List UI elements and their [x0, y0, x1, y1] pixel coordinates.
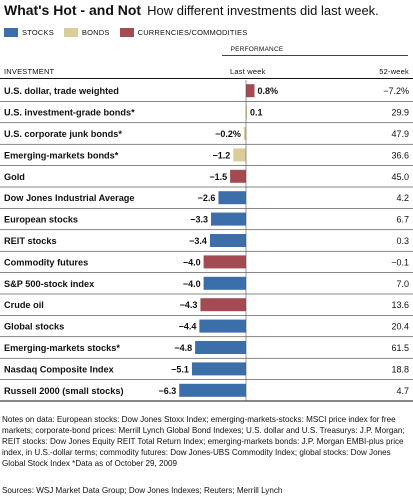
chart-title: What's Hot - and Not	[4, 2, 142, 18]
value-label: −4.0	[183, 257, 201, 267]
bar	[218, 191, 246, 205]
category-label: S&P 500-stock index	[4, 279, 95, 289]
category-label: U.S. dollar, trade weighted	[4, 86, 119, 96]
legend-label-bonds: BONDS	[81, 28, 110, 37]
value-label: −5.1	[171, 364, 189, 374]
bar	[203, 255, 246, 269]
category-label: REIT stocks	[4, 236, 57, 246]
category-label: Dow Jones Industrial Average	[4, 193, 135, 203]
category-label: Nasdaq Composite Index	[4, 364, 115, 374]
legend-swatch-bonds	[63, 28, 78, 37]
bar	[246, 84, 255, 98]
notes: Notes on data: European stocks: Dow Jone…	[2, 415, 405, 468]
bar-chart: U.S. dollar, trade weighted 0.8% −7.2% U.S.…	[0, 80, 413, 402]
value-label: −1.2	[212, 150, 230, 160]
value-label: −4.0	[183, 279, 201, 289]
chart-subtitle: How different investments did last week.	[147, 3, 379, 18]
week52-value: 61.5	[391, 343, 409, 353]
week52-value: 45.0	[391, 172, 409, 182]
category-label: Gold	[4, 172, 25, 182]
week52-value: 4.7	[396, 386, 409, 396]
category-label: Global stocks	[4, 322, 64, 332]
week52-value: 13.6	[391, 300, 409, 310]
column-header-investment: INVESTMENT	[4, 67, 55, 76]
category-label: U.S. investment-grade bonds*	[4, 108, 135, 118]
week52-value: 7.0	[396, 279, 409, 289]
bar	[246, 105, 248, 119]
category-label: Emerging-markets stocks*	[4, 343, 120, 353]
category-label: European stocks	[4, 215, 78, 225]
week52-value: 6.7	[396, 215, 409, 225]
legend-swatch-stocks	[4, 28, 18, 37]
category-label: Commodity futures	[4, 257, 88, 267]
week52-value: −7.2%	[383, 86, 409, 96]
legend-label-stocks: STOCKS	[22, 28, 54, 37]
week52-value: 4.2	[396, 193, 409, 203]
bar	[209, 234, 246, 247]
bar	[233, 148, 246, 162]
bar	[211, 212, 246, 226]
bar	[191, 362, 246, 376]
performance-group-label: PERFORMANCE	[230, 46, 284, 53]
value-label: −4.8	[174, 343, 192, 353]
value-label: −0.2%	[215, 129, 241, 139]
value-label: −4.4	[179, 322, 197, 332]
legend-item-bonds: BONDS	[63, 28, 110, 37]
chart-title-block: What's Hot - and Not How different invest…	[4, 2, 379, 18]
legend: STOCKS BONDS CURRENCIES/COMMODITIES	[4, 28, 247, 37]
legend-item-stocks: STOCKS	[4, 28, 54, 37]
legend-swatch-currencies	[119, 28, 134, 37]
category-label: U.S. corporate junk bonds*	[4, 129, 122, 139]
bar	[243, 127, 246, 140]
bar	[195, 341, 246, 354]
category-label: Crude oil	[4, 300, 44, 310]
week52-value: 20.4	[391, 322, 409, 332]
category-label: Russell 2000 (small stocks)	[4, 386, 124, 396]
bar	[230, 169, 246, 183]
value-label: 0.1	[250, 108, 263, 118]
week52-value: 29.9	[391, 108, 409, 118]
legend-label-currencies: CURRENCIES/COMMODITIES	[137, 28, 248, 37]
value-label: 0.8%	[257, 86, 278, 96]
column-header-52-week: 52-week	[379, 67, 409, 76]
week52-value: 0.3	[396, 236, 409, 246]
bar	[203, 276, 246, 290]
value-label: −2.6	[198, 193, 216, 203]
week52-value: 47.9	[391, 129, 409, 139]
bar	[200, 298, 246, 312]
legend-item-currencies: CURRENCIES/COMMODITIES	[119, 28, 248, 37]
week52-value: −0.1	[391, 257, 409, 267]
value-label: −1.5	[209, 172, 227, 182]
week52-value: 18.8	[391, 364, 409, 374]
sources: Sources: WSJ Market Data Group; Dow Jone…	[2, 486, 283, 495]
week52-value: 36.6	[391, 150, 409, 160]
header-rule	[0, 78, 413, 79]
value-label: −3.4	[189, 236, 207, 246]
value-label: −4.3	[180, 300, 198, 310]
bar	[199, 319, 246, 333]
category-label: Emerging-markets bonds*	[4, 150, 119, 160]
performance-rule	[222, 55, 408, 56]
value-label: −3.3	[190, 215, 208, 225]
value-label: −6.3	[158, 386, 176, 396]
bar	[179, 383, 246, 397]
column-header-last-week: Last week	[230, 67, 266, 76]
